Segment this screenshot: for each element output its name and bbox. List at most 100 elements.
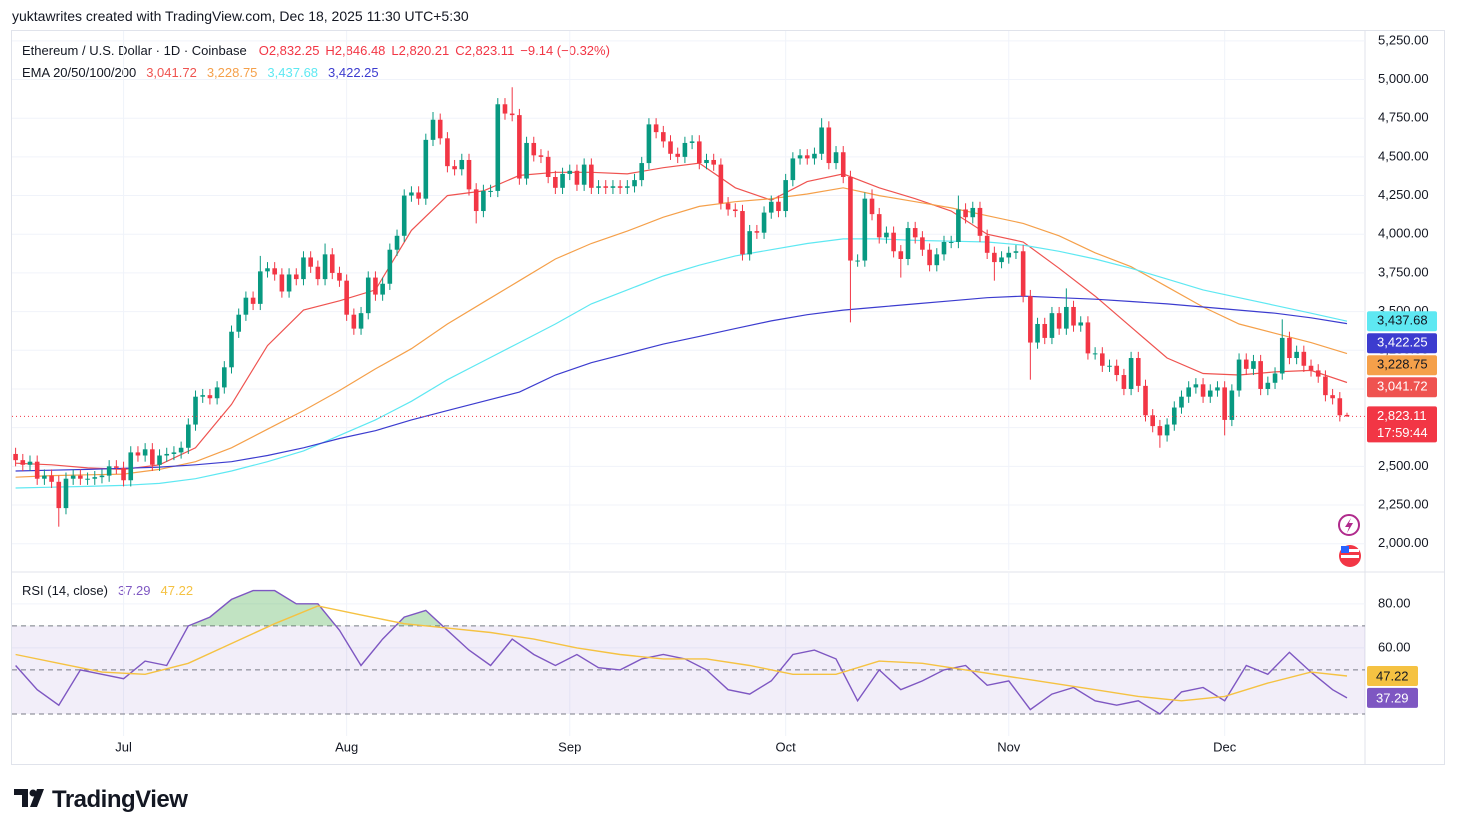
candle-body <box>1013 251 1019 253</box>
candle-body <box>754 231 760 233</box>
candle-body <box>1085 322 1091 354</box>
candle-body <box>819 127 824 154</box>
candle-body <box>1143 385 1148 416</box>
candle-body <box>603 186 609 188</box>
candle-body <box>1243 359 1249 369</box>
candle-body <box>49 475 54 482</box>
candle-body <box>1164 424 1170 436</box>
candle-body <box>430 119 436 140</box>
candle-body <box>1078 322 1084 326</box>
price-legend: Ethereum / U.S. Dollar · 1D · Coinbase O2… <box>22 43 622 58</box>
candle-body <box>1279 337 1285 374</box>
value-box <box>1367 311 1437 332</box>
candle-body <box>373 277 378 295</box>
candle-body <box>171 452 177 454</box>
candle-body <box>1171 407 1177 425</box>
frame <box>11 30 1445 765</box>
value-box-label: 3,041.72 <box>1377 379 1428 394</box>
candle-body <box>984 235 990 253</box>
candle-body <box>653 124 659 133</box>
y-tick-label: 4,500.00 <box>1378 148 1429 163</box>
candle-body <box>1222 387 1227 420</box>
candle-body <box>639 163 645 181</box>
logo-dot <box>29 789 37 797</box>
candle-body <box>1200 384 1206 397</box>
candle-body <box>704 159 709 164</box>
candle-body <box>1193 384 1199 388</box>
candle-body <box>538 155 544 157</box>
candle-body <box>668 141 673 154</box>
candle-body <box>1064 306 1069 329</box>
candle-body <box>1272 373 1278 383</box>
candle-body <box>70 475 76 479</box>
candle-body <box>682 142 688 157</box>
candle-body <box>783 180 788 212</box>
candle-body <box>1344 414 1350 417</box>
candle-body <box>1308 365 1314 371</box>
candle-body <box>1179 396 1184 408</box>
rsi-legend: RSI (14, close) 37.29 47.22 <box>22 583 205 598</box>
candle-body <box>243 297 249 315</box>
candle-body <box>13 453 18 461</box>
candle-body <box>142 449 148 456</box>
candle-body <box>459 159 465 170</box>
candle-body <box>1114 365 1120 376</box>
ema-value: 3,422.25 <box>328 65 379 80</box>
candle-body <box>1265 382 1271 389</box>
ohlc-value: L2,820.21 <box>391 43 450 58</box>
candle-body <box>229 331 234 368</box>
candle-body <box>797 155 803 159</box>
candle-body <box>509 113 515 116</box>
value-box-label: 47.22 <box>1376 668 1409 683</box>
candle-body <box>956 209 961 242</box>
candle-body <box>1121 375 1127 389</box>
candle-body <box>948 241 954 243</box>
candle-body <box>1229 390 1235 420</box>
candle-body <box>920 237 925 250</box>
rsi-values: 37.29 47.22 <box>114 583 199 598</box>
candle-body <box>1136 358 1141 386</box>
candle-body <box>186 424 191 448</box>
value-box <box>1367 355 1437 376</box>
candle-body <box>423 139 429 199</box>
candle-body <box>970 207 976 218</box>
candle-body <box>301 257 306 280</box>
candle-body <box>308 257 313 267</box>
candle-body <box>56 481 62 509</box>
candle-body <box>121 467 126 481</box>
candle-body <box>596 186 601 188</box>
candle-body <box>711 159 716 165</box>
value-box-label: 3,422.25 <box>1377 335 1428 350</box>
candle-body <box>1107 365 1112 367</box>
candle-body <box>293 274 299 280</box>
candle-body <box>927 249 932 266</box>
candle-body <box>85 478 90 480</box>
y-tick-label: 5,000.00 <box>1378 71 1429 86</box>
x-tick-label: Nov <box>997 739 1021 754</box>
candle-body <box>855 260 860 262</box>
ohlc-value: −9.14 (−0.32%) <box>520 43 610 58</box>
x-tick-label: Sep <box>558 739 581 754</box>
candle-body <box>286 274 292 292</box>
candle-body <box>380 283 385 295</box>
y-tick-label: 2,500.00 <box>1378 458 1429 473</box>
candle-body <box>445 138 450 167</box>
ema-value: 3,437.68 <box>267 65 319 80</box>
flag-stripe <box>1341 549 1359 552</box>
candle-body <box>1207 390 1213 397</box>
candle-body <box>1236 359 1242 391</box>
candle-body <box>315 266 321 280</box>
candle-body <box>214 387 220 399</box>
candle-body <box>740 211 745 255</box>
rsi-title: RSI (14, close) <box>22 583 108 598</box>
candle-body <box>1315 370 1321 377</box>
candle-body <box>34 461 40 479</box>
candle-body <box>812 153 817 159</box>
candle-body <box>768 201 774 213</box>
candle-body <box>222 367 227 388</box>
candle-body <box>531 142 537 156</box>
candle-body <box>322 254 328 280</box>
candle-body <box>20 460 26 465</box>
candle-body <box>1330 395 1335 399</box>
candle-body <box>164 453 170 456</box>
